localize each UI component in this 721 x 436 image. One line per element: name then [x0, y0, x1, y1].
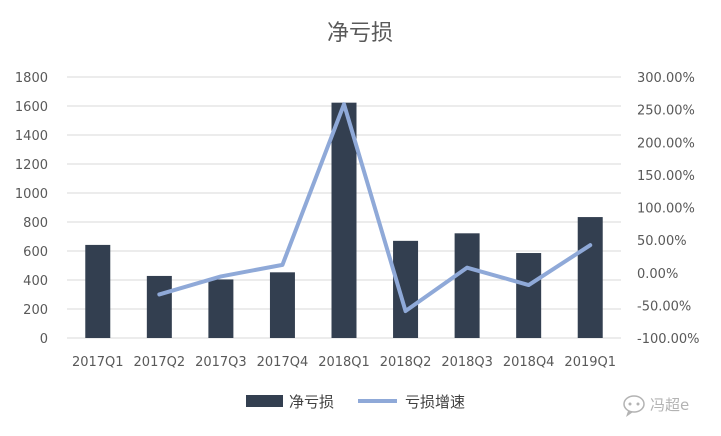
x-tick-label: 2017Q4: [257, 355, 309, 370]
right-tick-label: 200.00%: [637, 136, 695, 151]
bar: [270, 272, 295, 338]
right-tick-label: 300.00%: [637, 71, 695, 86]
bar: [455, 233, 480, 338]
legend-bar-swatch: [246, 395, 283, 407]
left-tick-label: 800: [23, 216, 48, 231]
right-tick-label: 250.00%: [637, 104, 695, 119]
right-tick-label: 150.00%: [637, 169, 695, 184]
x-tick-label: 2017Q2: [134, 355, 186, 370]
x-axis-ticks: 2017Q1 2017Q2 2017Q3 2017Q4 2018Q1 2018Q2 2018…: [72, 355, 616, 370]
x-tick-label: 2018Q3: [441, 355, 493, 370]
left-tick-label: 400: [23, 274, 48, 289]
left-axis-ticks: 0 200 400 600 800 1000 1200 1400 1600 1800: [15, 71, 48, 347]
bar: [208, 279, 233, 338]
legend: 净亏损 亏损增速: [246, 393, 465, 411]
chat-bubble-icon: [624, 396, 644, 417]
x-tick-label: 2019Q1: [564, 355, 616, 370]
left-tick-label: 1200: [15, 158, 48, 173]
bar: [516, 253, 541, 338]
right-tick-label: 100.00%: [637, 202, 695, 217]
x-tick-label: 2018Q2: [380, 355, 432, 370]
legend-line-label: 亏损增速: [405, 393, 465, 411]
right-axis-ticks: -100.00% -50.00% 0.00% 50.00% 100.00% 150.00%…: [637, 71, 700, 347]
right-tick-label: 50.00%: [637, 234, 687, 249]
watermark-text: 冯超e: [650, 396, 689, 414]
x-tick-label: 2018Q4: [503, 355, 555, 370]
bar: [393, 241, 418, 338]
left-tick-label: 1600: [15, 100, 48, 115]
left-tick-label: 0: [40, 332, 48, 347]
left-tick-label: 1800: [15, 71, 48, 86]
bar-series: [85, 103, 602, 338]
x-tick-label: 2017Q1: [72, 355, 124, 370]
x-tick-label: 2017Q3: [195, 355, 247, 370]
right-tick-label: 0.00%: [637, 267, 678, 282]
chart-title: 净亏损: [327, 21, 393, 46]
x-tick-label: 2018Q1: [318, 355, 370, 370]
left-tick-label: 600: [23, 245, 48, 260]
left-tick-label: 200: [23, 303, 48, 318]
watermark: 冯超e: [624, 396, 689, 417]
right-tick-label: -50.00%: [637, 299, 691, 314]
bar: [578, 217, 603, 338]
bar: [85, 245, 110, 338]
legend-bar-label: 净亏损: [289, 393, 334, 411]
left-tick-label: 1000: [15, 187, 48, 202]
right-tick-label: -100.00%: [637, 332, 700, 347]
bar: [147, 276, 172, 338]
left-tick-label: 1400: [15, 129, 48, 144]
